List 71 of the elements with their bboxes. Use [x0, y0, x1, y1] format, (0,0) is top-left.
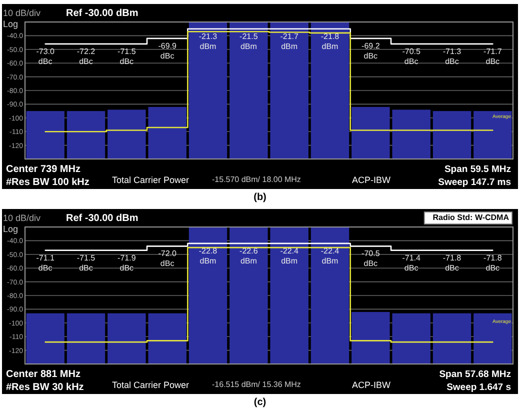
annotation: -71.8 dBc — [442, 253, 462, 272]
annotation: -72.0 dBc — [158, 249, 177, 268]
text: Total Carrier Power — [112, 175, 190, 185]
bar — [474, 111, 512, 159]
text: Ref -30.00 dBm — [66, 8, 138, 19]
annotation: -22.6 dBm — [240, 246, 258, 266]
text: -15.570 dBm/ 18.00 MHz — [212, 175, 301, 184]
text: ACP-IBW — [352, 175, 392, 185]
text: #Res BW 100 kHz — [6, 177, 90, 188]
annotation: -21.8 dBm — [320, 32, 340, 51]
bar — [148, 106, 186, 159]
text: Log — [3, 224, 18, 234]
bar — [432, 111, 472, 159]
annotation: -22.4 dBm — [280, 246, 299, 266]
text: Span 57.68 MHz — [439, 369, 512, 380]
bar — [230, 227, 268, 364]
bar — [66, 313, 106, 364]
text: Sweep 1.647 s — [446, 382, 511, 393]
bar — [352, 312, 390, 364]
text: Ref -30.00 dBm — [66, 213, 138, 224]
bar — [188, 22, 228, 159]
annotation: -71.8 dBc — [484, 253, 502, 272]
annotation: -69.9 dBc — [158, 41, 177, 60]
text: ACP-IBW — [352, 380, 392, 390]
bar — [270, 227, 308, 364]
bar — [26, 111, 64, 159]
annotation: -71.4 dBc — [402, 253, 421, 272]
annotation: -71.5 dBc — [118, 46, 136, 66]
text: Sweep 147.7 ms — [438, 177, 511, 188]
text: Log — [3, 19, 18, 29]
annotation: -69.2 dBc — [362, 41, 380, 60]
bar — [392, 110, 430, 159]
annotation: -71.7 dBc — [484, 46, 502, 66]
bar — [432, 313, 472, 364]
bar — [66, 111, 106, 159]
bar — [392, 313, 430, 364]
bar — [270, 22, 308, 159]
bar — [310, 227, 350, 364]
bar — [108, 313, 146, 364]
annotation: -21.5 dBm — [240, 32, 258, 51]
bar — [230, 22, 268, 159]
text: Center 739 MHz — [6, 164, 80, 175]
annotation: -71.3 dBc — [442, 46, 462, 66]
annotation: -22.4 dBm — [320, 246, 340, 266]
text: (c) — [254, 397, 266, 408]
annotation: -71.1 dBc — [36, 253, 55, 272]
annotation: -72.2 dBc — [76, 46, 96, 66]
bar — [148, 313, 186, 364]
text: 10 dB/div — [3, 8, 42, 18]
text: 10 dB/div — [3, 213, 42, 223]
bar — [26, 313, 64, 364]
bar — [188, 227, 228, 364]
annotation: -70.5 dBc — [362, 249, 380, 268]
text: Total Carrier Power — [112, 380, 190, 390]
text: #Res BW 30 kHz — [6, 382, 84, 393]
text: (b) — [254, 192, 266, 203]
annotation: -21.7 dBm — [280, 32, 299, 51]
text: Radio Std: W-CDMA — [432, 213, 510, 222]
bar — [108, 110, 146, 159]
annotation: -73.0 dBc — [36, 46, 55, 66]
annotation: -70.5 dBc — [402, 46, 421, 66]
text: Center 881 MHz — [6, 369, 80, 380]
bar — [352, 106, 390, 159]
annotation: -21.3 dBm — [198, 32, 218, 51]
annotation: -71.5 dBc — [76, 253, 96, 272]
bar — [474, 313, 512, 364]
annotation: -22.8 dBm — [198, 246, 218, 266]
text: Span 59.5 MHz — [444, 164, 512, 175]
bar — [310, 22, 350, 159]
annotation: -71.9 dBc — [118, 253, 136, 272]
text: -16.515 dBm/ 15.36 MHz — [212, 380, 301, 389]
